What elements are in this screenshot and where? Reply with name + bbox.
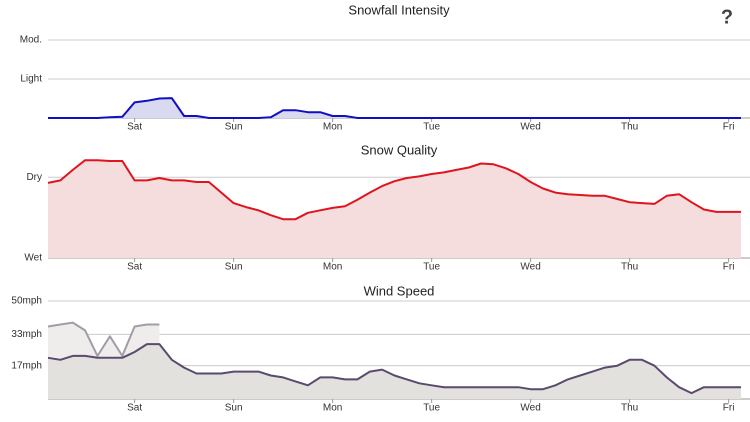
x-tick-label: Mon — [323, 403, 342, 414]
y-tick-label: Wet — [24, 253, 42, 264]
chart-title: Snow Quality — [361, 142, 438, 157]
y-tick-label: Dry — [26, 172, 42, 183]
help-button[interactable]: ? — [721, 6, 733, 28]
x-tick-label: Thu — [621, 262, 638, 273]
x-tick-label: Tue — [423, 122, 440, 133]
x-tick-label: Thu — [621, 122, 638, 133]
x-tick-label: Sun — [225, 122, 243, 133]
line — [48, 97, 741, 119]
x-tick-label: Sat — [127, 262, 142, 273]
line — [47, 159, 741, 221]
x-tick-label: Tue — [423, 403, 440, 414]
x-tick-label: Wed — [520, 403, 540, 414]
grid — [48, 39, 750, 80]
x-tick-label: Tue — [423, 262, 440, 273]
line — [47, 321, 160, 357]
x-tick-label: Sat — [127, 403, 142, 414]
y-tick-label: Mod. — [20, 35, 42, 46]
x-tick-label: Fri — [723, 403, 735, 414]
y-tick-label: 33mph — [11, 329, 42, 340]
x-tick-label: Thu — [621, 403, 638, 414]
x-tick-label: Mon — [323, 122, 342, 133]
x-tick-label: Mon — [323, 262, 342, 273]
x-tick-label: Sat — [127, 122, 142, 133]
x-tick-label: Wed — [520, 122, 540, 133]
area — [48, 98, 741, 118]
x-tick-label: Sun — [225, 262, 243, 273]
x-tick-label: Fri — [723, 262, 735, 273]
area — [48, 344, 741, 399]
x-tick-label: Fri — [723, 122, 735, 133]
line — [47, 343, 741, 395]
x-tick-label: Sun — [225, 403, 243, 414]
x-tick-label: Wed — [520, 262, 540, 273]
chart-title: Snowfall Intensity — [348, 2, 450, 17]
chart-title: Wind Speed — [364, 283, 435, 298]
y-tick-label: 17mph — [11, 360, 42, 371]
y-tick-label: Light — [20, 74, 42, 85]
area — [48, 160, 741, 258]
y-tick-label: 50mph — [11, 296, 42, 307]
